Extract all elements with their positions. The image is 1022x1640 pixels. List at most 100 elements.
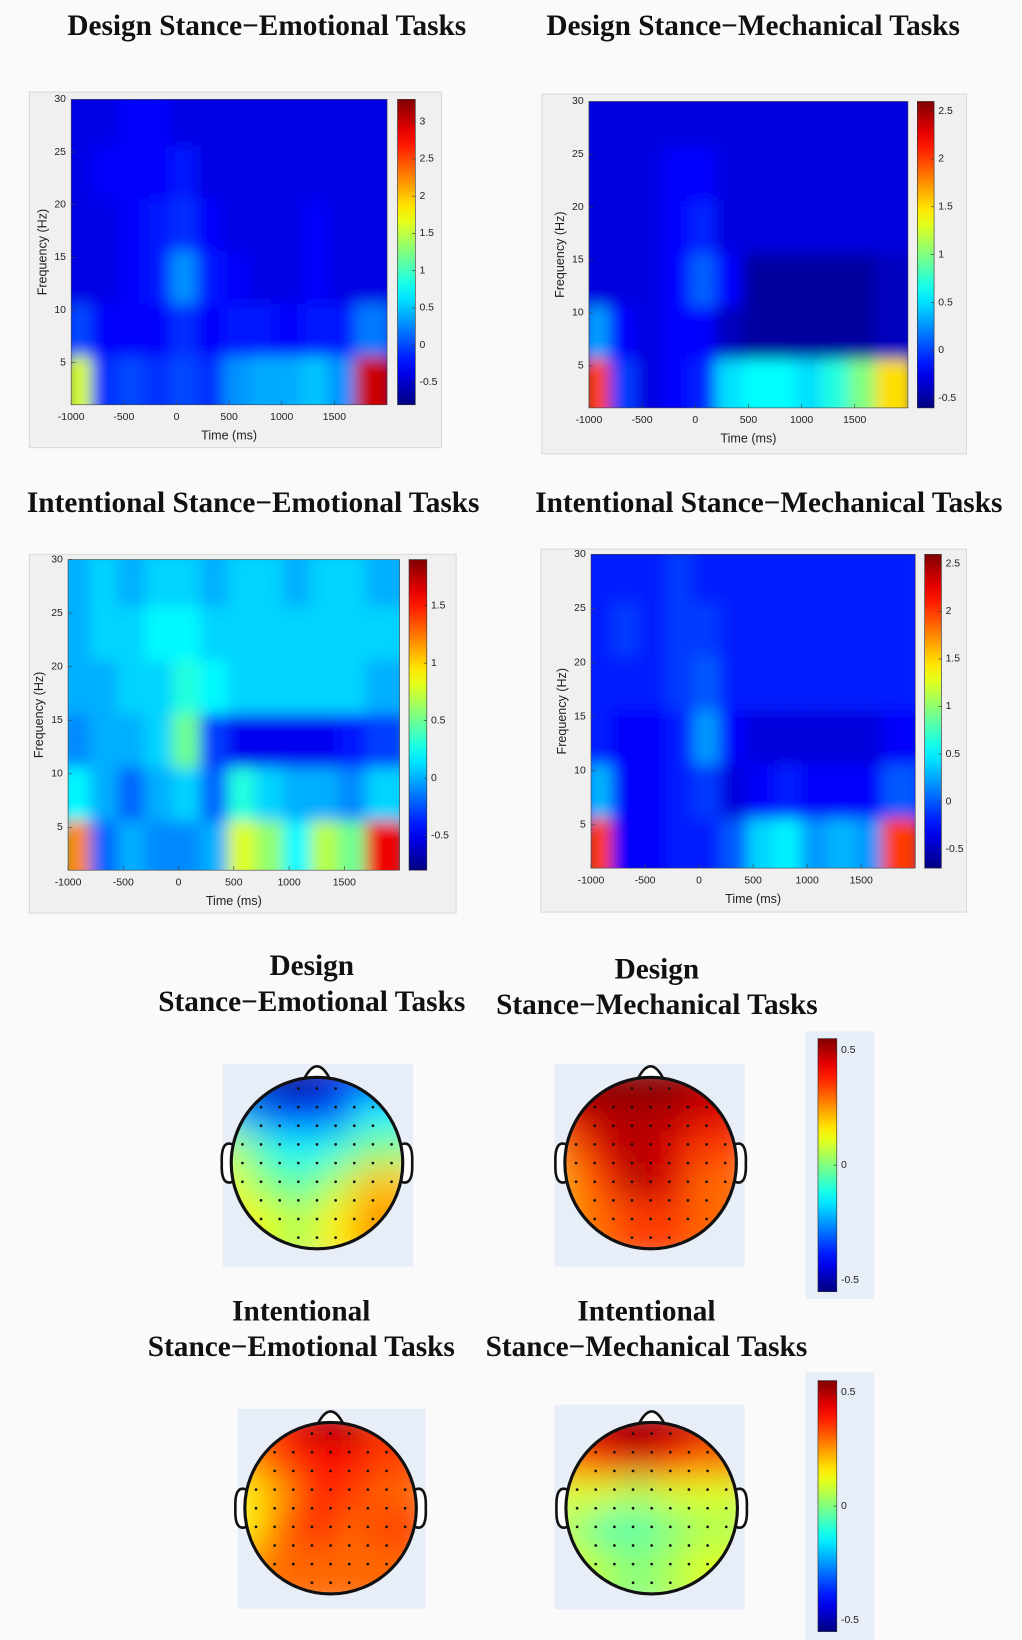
heatmap-cells [65,93,393,421]
electrode [292,1544,295,1547]
electrode [311,1451,314,1454]
y-tick-label: 15 [54,252,66,263]
electrode [593,1218,596,1221]
electrode [348,1563,351,1566]
electrode [705,1199,708,1202]
colorbar-tick-label: 0.5 [841,1045,856,1056]
y-tick-label: 20 [572,202,584,213]
electrode [687,1106,690,1109]
x-tick-label: 1500 [323,412,346,423]
chart-title: Stance−Emotional Tasks [158,986,465,1018]
electrode [649,1106,652,1109]
electrode [311,1488,314,1491]
x-tick-label: 0 [174,412,180,423]
electrode [334,1218,337,1221]
x-tick-label: 1500 [843,415,866,426]
electrode [705,1180,708,1183]
electrode [705,1218,708,1221]
colorbar-tick-label: -0.5 [946,844,964,855]
electrode [668,1106,671,1109]
electrode [650,1581,653,1584]
electrode [334,1236,337,1239]
electrode [292,1488,295,1491]
x-axis-label: Time (ms) [725,892,781,906]
chart-title: Design [269,950,354,982]
electrode [631,1124,634,1127]
electrode [613,1451,616,1454]
electrode [668,1180,671,1183]
electrode [669,1581,672,1584]
electrode [311,1525,314,1528]
electrode [668,1236,671,1239]
electrode [260,1124,263,1127]
electrode [649,1199,652,1202]
x-axis-label: Time (ms) [720,432,776,446]
electrode [687,1143,690,1146]
electrode [669,1507,672,1510]
x-tick-label: 1500 [850,875,873,886]
colorbar-tick-label: -0.5 [938,393,956,404]
electrode [385,1451,388,1454]
colorbar-tick-label: 0.5 [431,715,446,726]
electrode [353,1124,356,1127]
heatmap [583,95,915,425]
electrode [687,1218,690,1221]
colorbar-tick-label: -0.5 [841,1275,859,1286]
electrode [631,1143,634,1146]
y-tick-label: 5 [57,822,63,833]
electrode [329,1507,332,1510]
x-tick-label: -500 [632,415,653,426]
electrode [311,1581,314,1584]
electrode [311,1432,314,1435]
electrode [292,1470,295,1473]
chart-title: Design Stance−Mechanical Tasks [546,10,959,42]
colorbar [409,560,427,871]
electrode [372,1106,375,1109]
electrode [688,1563,691,1566]
electrode [687,1162,690,1165]
colorbar-tick-label: -0.5 [841,1615,859,1626]
y-tick-label: 30 [51,554,63,565]
electrode [260,1218,263,1221]
colorbar-tick-label: 1.5 [946,654,961,665]
electrode [353,1218,356,1221]
electrode [348,1451,351,1454]
electrode [706,1488,709,1491]
colorbar-tick-label: 1 [431,658,437,669]
electrode [348,1581,351,1584]
electrode [687,1124,690,1127]
electrode [706,1563,709,1566]
electrode [725,1525,728,1528]
x-tick-label: 1000 [277,878,300,889]
chart-title: Stance−Mechanical Tasks [486,1331,808,1363]
electrode [316,1143,319,1146]
electrode [650,1451,653,1454]
electrode [612,1199,615,1202]
electrode [278,1180,281,1183]
electrode [334,1199,337,1202]
chart-title: Stance−Emotional Tasks [148,1331,455,1363]
y-tick-label: 30 [574,549,586,560]
electrode [669,1525,672,1528]
electrode [316,1180,319,1183]
electrode [348,1525,351,1528]
electrode [390,1143,393,1146]
electrode [311,1470,314,1473]
electrode [334,1143,337,1146]
electrode [334,1124,337,1127]
electrode [334,1087,337,1090]
y-axis-label: Frequency (Hz) [35,209,49,295]
electrode [311,1544,314,1547]
electrode [668,1143,671,1146]
heatmap [65,93,393,421]
electrode [316,1162,319,1165]
electrode [688,1525,691,1528]
y-tick-label: 20 [574,657,586,668]
colorbar-tick-label: 1.5 [431,600,446,611]
electrode [649,1124,652,1127]
electrode [255,1507,258,1510]
x-tick-label: -1000 [58,412,85,423]
electrode [297,1124,300,1127]
x-tick-label: 500 [220,412,238,423]
electrode [353,1143,356,1146]
